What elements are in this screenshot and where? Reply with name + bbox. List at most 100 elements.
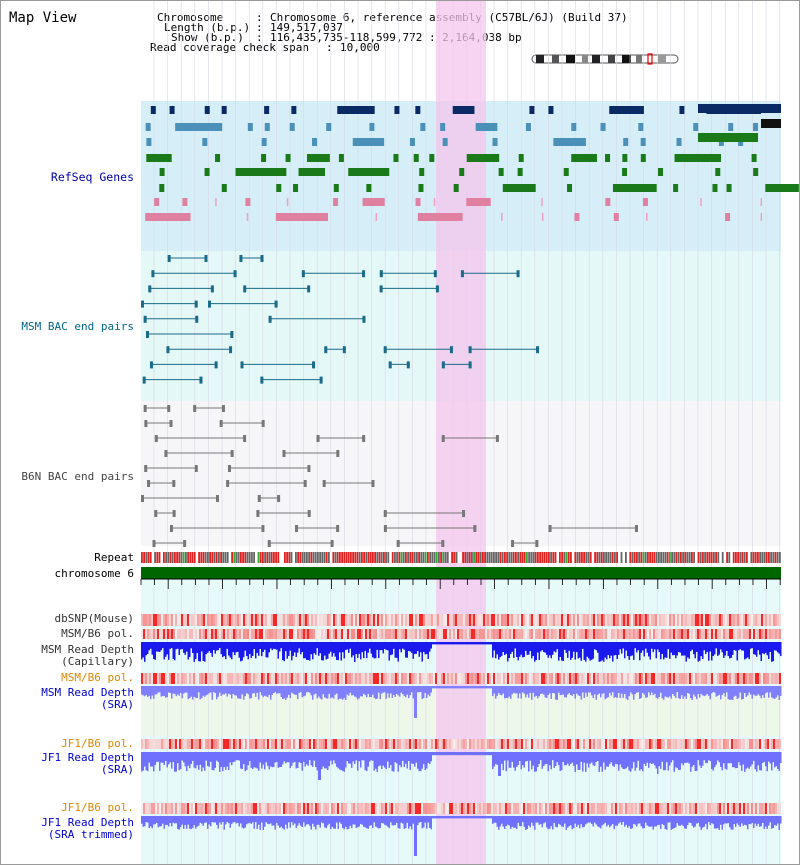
- jf1-trim-depth-bar: [289, 816, 291, 828]
- msm-sra-depth-bar: [337, 686, 339, 700]
- repeat-mark: [383, 552, 385, 563]
- msm-sra-depth-bar: [180, 686, 182, 694]
- jf1-trim-depth-bar: [354, 816, 356, 825]
- jf1-trim-depth-bar: [226, 816, 228, 823]
- jf1-sra-depth-bar: [427, 752, 429, 763]
- gene: [150, 106, 156, 114]
- jf1-sra-depth-bar: [775, 752, 777, 767]
- msm-sra-depth-bar: [615, 686, 617, 698]
- jf1-trim-depth-bar: [324, 816, 326, 828]
- msm-capillary-depth-bar: [687, 642, 689, 658]
- jf1-trim-depth-bar: [261, 816, 263, 823]
- jf1-sra-depth-bar: [367, 752, 369, 767]
- repeat-mark: [409, 552, 412, 563]
- jf1-b6-pol-cell: [387, 803, 389, 814]
- repeat-mark: [510, 552, 513, 563]
- jf1-b6-pol-cell: [659, 739, 661, 749]
- msm-b6-pol-cell: [335, 673, 337, 684]
- msm-capillary-depth-bar: [691, 642, 693, 650]
- msm-b6-pol-cell: [365, 629, 367, 639]
- msm-b6-pol-cell: [265, 673, 267, 684]
- jf1-b6-pol-cell: [461, 803, 463, 814]
- jf1-trim-depth-bar: [463, 816, 465, 819]
- gene: [413, 154, 419, 162]
- jf1-sra-depth-bar: [582, 752, 584, 772]
- msm-sra-depth-bar: [712, 686, 714, 693]
- repeat-mark: [308, 552, 310, 563]
- msm-b6-pol-cell: [253, 673, 255, 684]
- jf1-b6-pol-cell: [539, 803, 541, 814]
- msm-b6-pol-cell: [499, 629, 501, 639]
- msm-capillary-depth-bar: [499, 642, 501, 658]
- jf1-b6-pol-cell: [483, 803, 485, 814]
- msm-bac-pair-end: [166, 346, 170, 354]
- jf1-b6-pol-cell: [205, 739, 207, 749]
- msm-b6-pol-cell: [597, 629, 599, 639]
- jf1-b6-pol-cell: [407, 803, 409, 814]
- msm-sra-depth-bar: [637, 686, 639, 693]
- dbsnp-cell: [439, 614, 441, 626]
- jf1-b6-pol-cell: [435, 803, 437, 814]
- msm-capillary-depth-bar: [480, 642, 482, 645]
- msm-sra-depth-bar: [555, 686, 557, 700]
- jf1-trim-depth-bar: [378, 816, 380, 829]
- repeat-mark: [420, 552, 423, 563]
- repeat-mark: [669, 552, 671, 563]
- gene: [419, 168, 425, 176]
- jf1-b6-pol-cell: [219, 803, 221, 814]
- jf1-sra-depth-bar: [544, 752, 546, 765]
- jf1-sra-depth-bar: [552, 752, 554, 761]
- jf1-b6-pol-cell: [423, 803, 425, 814]
- jf1-trim-depth-bar: [648, 816, 650, 827]
- dbsnp-cell: [217, 614, 219, 626]
- msm-capillary-depth-bar: [777, 642, 779, 653]
- repeat-mark: [314, 552, 317, 563]
- msm-bac-pair-end: [208, 300, 212, 308]
- msm-sra-depth-bar: [205, 686, 207, 696]
- jf1-sra-depth-bar: [291, 752, 293, 766]
- dbsnp-cell: [147, 614, 149, 626]
- msm-sra-depth-bar: [525, 686, 527, 698]
- msm-sra-depth-bar: [393, 686, 395, 695]
- msm-b6-pol-cell: [233, 673, 235, 684]
- gene-mark: [700, 198, 702, 206]
- jf1-trim-depth-bar: [646, 816, 648, 826]
- b6n-bac-pair-end: [495, 435, 499, 442]
- msm-sra-depth-bar: [508, 686, 510, 697]
- msm-capillary-depth-bar: [145, 642, 147, 656]
- dbsnp-cell: [511, 614, 513, 626]
- dbsnp-cell: [251, 614, 253, 626]
- jf1-trim-depth-bar: [366, 816, 368, 829]
- dbsnp-cell: [653, 614, 655, 626]
- jf1-sra-depth-bar: [156, 752, 158, 763]
- msm-capillary-depth-bar: [232, 642, 234, 653]
- gene: [623, 138, 629, 146]
- jf1-trim-depth-bar: [412, 816, 414, 824]
- msm-b6-pol-cell: [463, 629, 465, 639]
- jf1-trim-depth-bar: [177, 816, 179, 830]
- msm-b6-pol-cell: [543, 629, 545, 639]
- msm-b6-pol-cell: [317, 673, 319, 684]
- jf1-b6-pol-cell: [767, 803, 769, 814]
- jf1-b6-pol-cell: [263, 739, 265, 749]
- dbsnp-cell: [193, 614, 195, 626]
- msm-capillary-depth-bar: [559, 642, 561, 657]
- chromosome-ideogram[interactable]: [530, 52, 682, 65]
- jf1-sra-depth-bar: [498, 752, 500, 776]
- dbsnp-cell: [771, 614, 773, 626]
- jf1-b6-pol-cell: [367, 739, 369, 749]
- msm-sra-depth-bar: [553, 686, 555, 694]
- msm-sra-depth-bar: [382, 686, 384, 693]
- b6n-bac-pair-end: [243, 435, 247, 442]
- jf1-b6-pol-cell: [671, 803, 673, 814]
- jf1-sra-depth-bar: [697, 752, 699, 761]
- jf1-b6-pol-cell: [229, 803, 231, 814]
- jf1-trim-depth-bar: [684, 816, 686, 829]
- jf1-trim-depth-bar: [669, 816, 671, 823]
- msm-capillary-depth-bar: [346, 642, 348, 650]
- jf1-sra-depth-bar: [426, 752, 428, 769]
- jf1-b6-pol-cell: [451, 739, 453, 749]
- gene: [369, 123, 375, 131]
- msm-b6-pol-cell: [197, 629, 199, 639]
